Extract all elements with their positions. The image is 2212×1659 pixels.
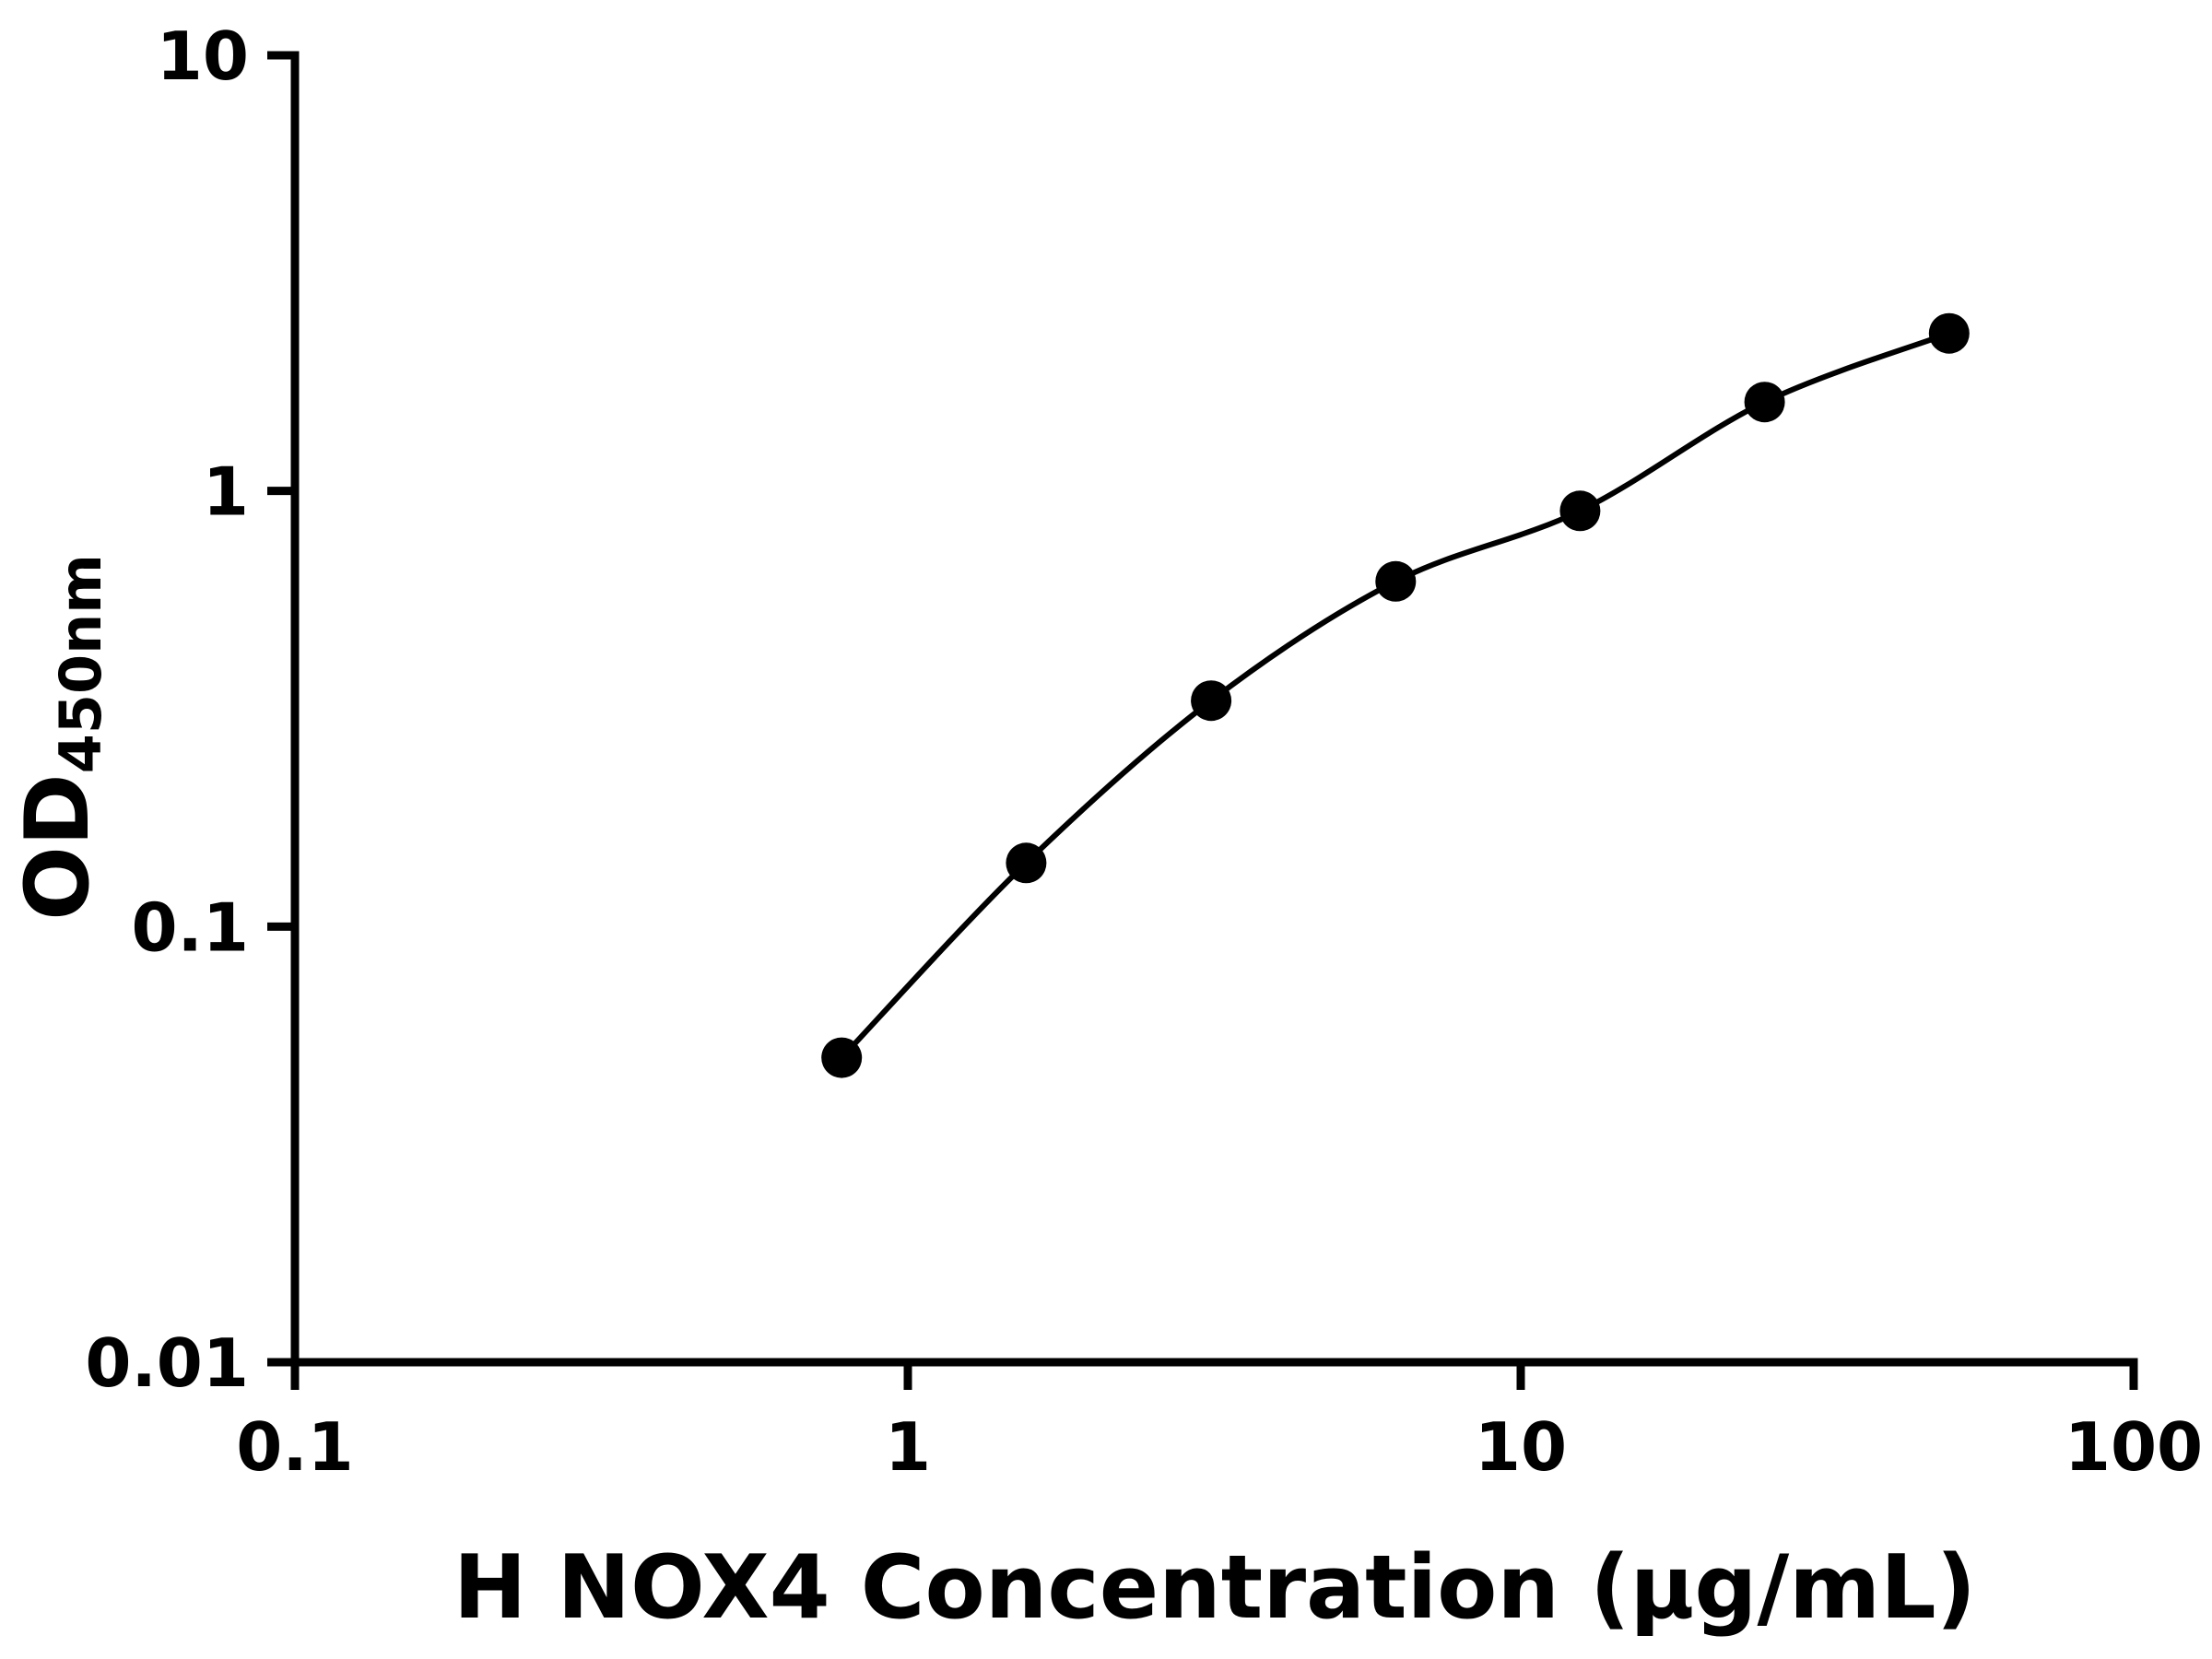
x-tick-label: 0.1 — [236, 1408, 354, 1486]
x-tick-label: 1 — [885, 1408, 931, 1486]
y-tick-label: 0.1 — [131, 888, 249, 966]
fit-curve — [840, 330, 1950, 1060]
x-axis-label: H NOX4 Concentration (μg/mL) — [453, 1537, 1976, 1639]
data-point-marker — [1191, 680, 1232, 722]
y-tick-label: 10 — [157, 18, 249, 95]
data-point-marker — [1928, 312, 1970, 354]
y-axis-label: OD450nm — [7, 554, 114, 921]
x-tick-label: 10 — [1475, 1408, 1567, 1486]
data-point-marker — [1744, 382, 1785, 423]
data-point-marker — [1006, 842, 1047, 884]
y-axis-label-subscript: 450nm — [47, 554, 114, 773]
x-tick-label: 100 — [2065, 1408, 2203, 1486]
y-tick-label: 0.01 — [85, 1324, 249, 1402]
y-tick-label: 1 — [203, 453, 249, 531]
data-points — [821, 312, 1970, 1078]
data-point-marker — [1375, 560, 1417, 602]
data-point-marker — [821, 1037, 863, 1078]
data-point-marker — [1559, 490, 1601, 532]
axis-ticks — [267, 51, 2138, 1390]
y-axis-label-main: OD — [7, 773, 109, 921]
